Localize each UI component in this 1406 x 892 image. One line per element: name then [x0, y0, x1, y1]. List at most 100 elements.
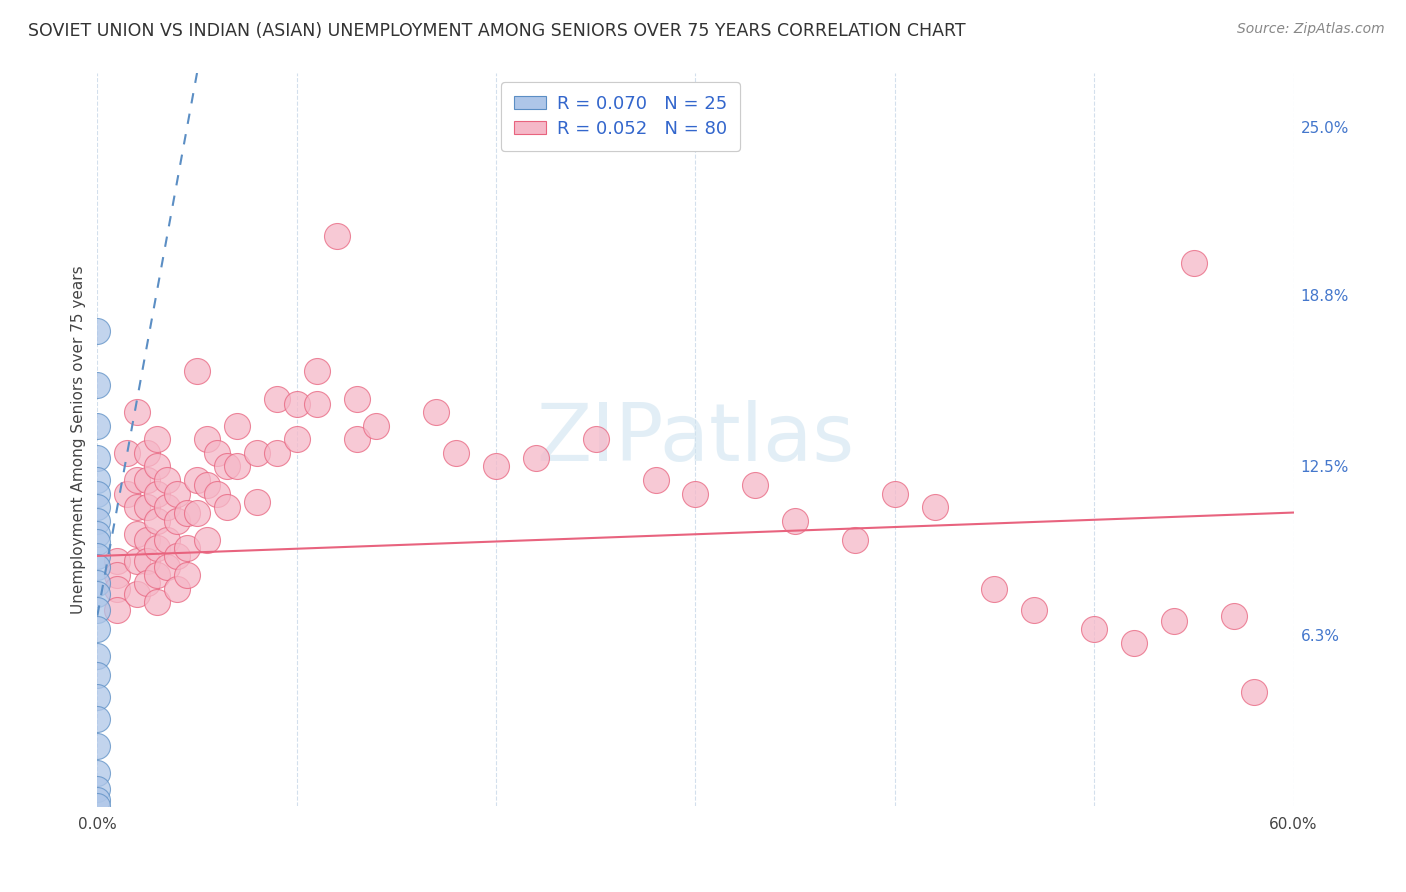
Point: [176, 541, 198, 555]
Point: [156, 473, 179, 487]
Point: [146, 541, 169, 555]
Point: [585, 432, 607, 446]
Point: [86, 603, 108, 617]
Point: [225, 418, 247, 433]
Point: [744, 478, 766, 492]
Point: [86, 668, 108, 682]
Point: [146, 486, 169, 500]
Point: [146, 459, 169, 474]
Point: [186, 473, 208, 487]
Point: [105, 603, 128, 617]
Point: [156, 533, 179, 547]
Point: [86, 378, 108, 392]
Point: [166, 549, 188, 563]
Point: [325, 228, 347, 243]
Point: [86, 324, 108, 338]
Point: [524, 451, 547, 466]
Point: [195, 533, 218, 547]
Point: [225, 459, 247, 474]
Point: [1123, 636, 1146, 650]
Point: [305, 364, 328, 378]
Point: [105, 568, 128, 582]
Point: [205, 446, 228, 460]
Point: [186, 364, 208, 378]
Point: [86, 712, 108, 726]
Point: [86, 766, 108, 780]
Point: [86, 690, 108, 704]
Point: [86, 500, 108, 515]
Point: [105, 582, 128, 596]
Point: [176, 506, 198, 520]
Point: [246, 446, 269, 460]
Point: [685, 486, 707, 500]
Point: [366, 418, 388, 433]
Point: [86, 782, 108, 797]
Point: [266, 392, 288, 406]
Point: [146, 595, 169, 609]
Point: [1024, 603, 1046, 617]
Point: [444, 446, 467, 460]
Point: [86, 649, 108, 664]
Point: [166, 582, 188, 596]
Point: [86, 514, 108, 528]
Point: [86, 549, 108, 563]
Point: [146, 568, 169, 582]
Point: [136, 576, 159, 591]
Legend: R = 0.070   N = 25, R = 0.052   N = 80: R = 0.070 N = 25, R = 0.052 N = 80: [501, 82, 740, 151]
Point: [136, 500, 159, 515]
Point: [195, 478, 218, 492]
Point: [86, 559, 108, 574]
Point: [86, 798, 108, 813]
Point: [205, 486, 228, 500]
Point: [425, 405, 447, 419]
Point: [215, 459, 238, 474]
Point: [127, 587, 149, 601]
Point: [1083, 622, 1105, 636]
Point: [86, 486, 108, 500]
Point: [215, 500, 238, 515]
Point: [983, 582, 1005, 596]
Point: [1222, 608, 1244, 623]
Point: [195, 432, 218, 446]
Point: [186, 506, 208, 520]
Point: [924, 500, 946, 515]
Point: [166, 486, 188, 500]
Point: [266, 446, 288, 460]
Point: [136, 533, 159, 547]
Point: [1182, 256, 1205, 270]
Point: [136, 473, 159, 487]
Point: [305, 397, 328, 411]
Y-axis label: Unemployment Among Seniors over 75 years: Unemployment Among Seniors over 75 years: [72, 265, 86, 614]
Text: ZIPatlas: ZIPatlas: [536, 401, 855, 478]
Point: [86, 535, 108, 549]
Point: [127, 527, 149, 541]
Point: [105, 554, 128, 568]
Point: [785, 514, 807, 528]
Point: [86, 451, 108, 466]
Point: [117, 446, 139, 460]
Point: [136, 446, 159, 460]
Point: [146, 432, 169, 446]
Point: [127, 554, 149, 568]
Point: [156, 559, 179, 574]
Point: [136, 554, 159, 568]
Point: [644, 473, 666, 487]
Point: [117, 486, 139, 500]
Point: [86, 739, 108, 753]
Point: [485, 459, 508, 474]
Text: SOVIET UNION VS INDIAN (ASIAN) UNEMPLOYMENT AMONG SENIORS OVER 75 YEARS CORRELAT: SOVIET UNION VS INDIAN (ASIAN) UNEMPLOYM…: [28, 22, 966, 40]
Point: [86, 587, 108, 601]
Text: Source: ZipAtlas.com: Source: ZipAtlas.com: [1237, 22, 1385, 37]
Point: [1243, 684, 1265, 698]
Point: [127, 500, 149, 515]
Point: [285, 432, 308, 446]
Point: [346, 392, 368, 406]
Point: [176, 568, 198, 582]
Point: [346, 432, 368, 446]
Point: [285, 397, 308, 411]
Point: [166, 514, 188, 528]
Point: [86, 473, 108, 487]
Point: [844, 533, 866, 547]
Point: [86, 418, 108, 433]
Point: [86, 527, 108, 541]
